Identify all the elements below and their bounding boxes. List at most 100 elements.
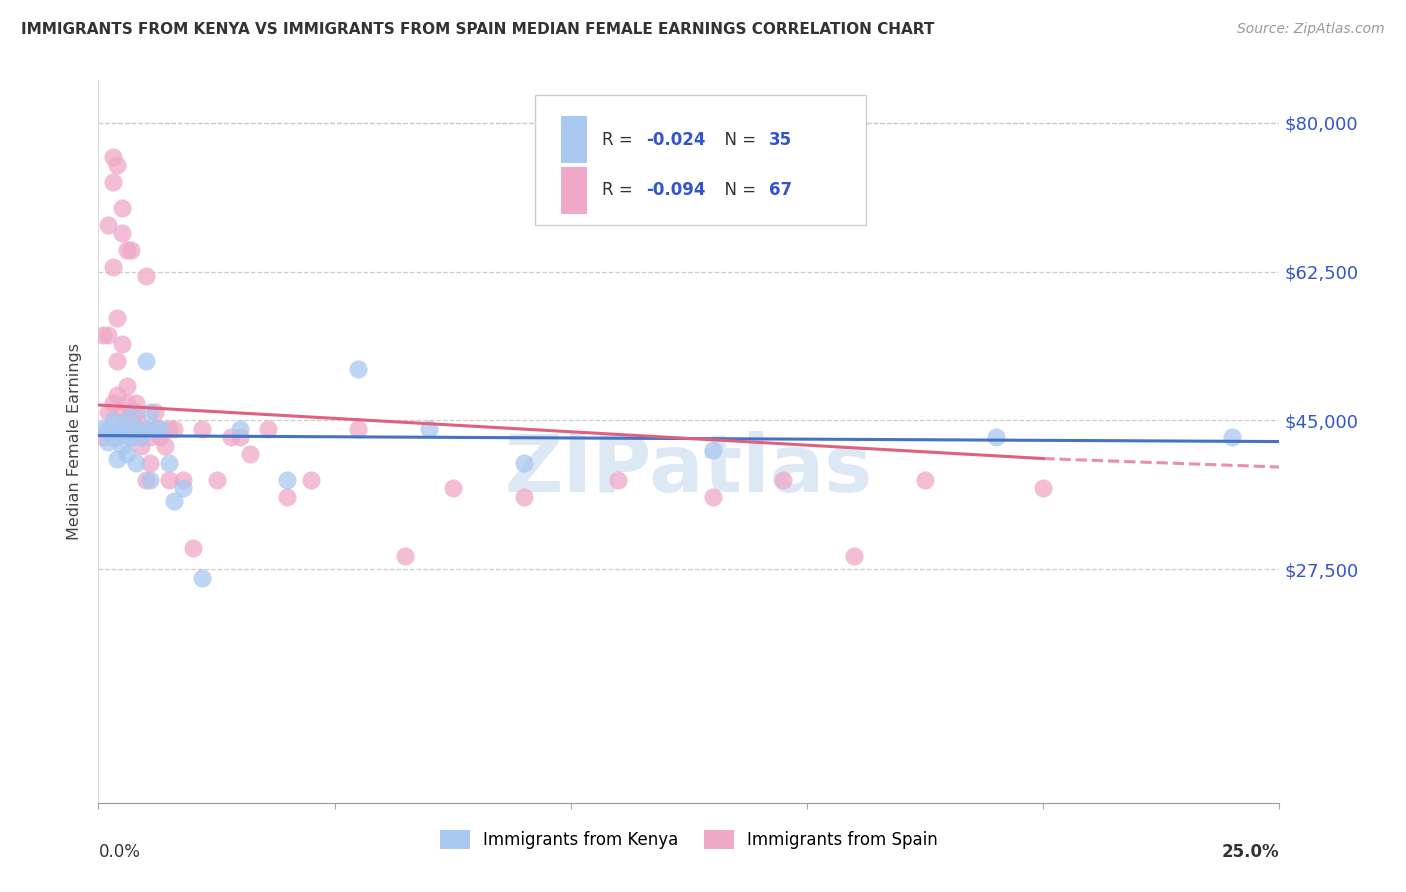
Text: Source: ZipAtlas.com: Source: ZipAtlas.com (1237, 22, 1385, 37)
Point (984, 430, 1007, 444)
Text: 67: 67 (769, 181, 793, 200)
Point (219, 430, 242, 444)
Point (191, 570, 214, 584)
Y-axis label: Median Female Earnings: Median Female Earnings (67, 343, 83, 540)
Point (143, 422, 166, 436)
Point (101, 150, 124, 164)
Point (129, 439, 152, 453)
Point (97, 328, 120, 343)
Point (139, 430, 162, 444)
Text: N =: N = (714, 181, 761, 200)
Point (149, 430, 172, 444)
Point (143, 405, 166, 419)
Point (115, 425, 138, 440)
Point (135, 422, 157, 436)
Point (229, 422, 252, 436)
Point (121, 244, 143, 258)
Point (121, 430, 143, 444)
Point (702, 490, 724, 504)
Point (844, 549, 866, 564)
Point (441, 481, 464, 495)
Point (125, 456, 148, 470)
Point (97, 218, 120, 232)
Point (115, 413, 138, 427)
Point (115, 244, 138, 258)
Point (105, 158, 128, 172)
Point (97, 405, 120, 419)
Point (1032, 481, 1054, 495)
Point (125, 405, 148, 419)
Point (115, 447, 138, 461)
Point (111, 201, 134, 215)
Point (101, 175, 124, 189)
Point (153, 439, 176, 453)
Point (105, 430, 128, 444)
Point (101, 260, 124, 275)
Point (239, 447, 262, 461)
Text: ZIPatlas: ZIPatlas (505, 432, 873, 509)
Point (101, 396, 124, 410)
Point (914, 473, 936, 487)
Point (512, 490, 534, 504)
Text: R =: R = (602, 131, 637, 149)
Bar (561, 116, 588, 163)
Text: R =: R = (602, 181, 637, 200)
Point (97, 434, 120, 449)
Point (157, 422, 180, 436)
Point (121, 405, 143, 419)
Point (139, 473, 162, 487)
Point (97, 422, 120, 436)
Point (512, 456, 534, 470)
Point (135, 422, 157, 436)
Point (105, 451, 128, 466)
Point (149, 422, 172, 436)
Point (163, 422, 186, 436)
Point (125, 422, 148, 436)
Point (172, 481, 194, 495)
Point (111, 422, 134, 436)
Point (111, 439, 134, 453)
Point (181, 541, 204, 555)
Point (121, 422, 143, 436)
Point (111, 227, 134, 241)
Point (347, 362, 370, 376)
Point (115, 422, 138, 436)
Text: 35: 35 (769, 131, 793, 149)
Text: -0.094: -0.094 (647, 181, 706, 200)
Point (91, 422, 114, 436)
Point (91, 430, 114, 444)
Point (101, 413, 124, 427)
Point (143, 422, 166, 436)
Point (129, 430, 152, 444)
Point (129, 430, 152, 444)
Point (115, 422, 138, 436)
Point (135, 268, 157, 283)
Point (135, 353, 157, 368)
Point (276, 490, 298, 504)
Point (257, 422, 280, 436)
Point (205, 473, 228, 487)
Point (157, 473, 180, 487)
Point (1220, 430, 1243, 444)
Point (418, 422, 440, 436)
Point (125, 396, 148, 410)
FancyBboxPatch shape (536, 95, 866, 225)
Legend: Immigrants from Kenya, Immigrants from Spain: Immigrants from Kenya, Immigrants from S… (433, 823, 945, 856)
Point (163, 494, 186, 508)
Point (101, 430, 124, 444)
Point (121, 422, 143, 436)
Point (191, 422, 214, 436)
Point (105, 311, 128, 326)
Point (139, 456, 162, 470)
Point (121, 409, 143, 423)
Point (129, 422, 152, 436)
Point (149, 422, 172, 436)
Bar (561, 167, 588, 214)
Point (115, 396, 138, 410)
Point (135, 473, 157, 487)
Point (91, 328, 114, 343)
Point (172, 473, 194, 487)
Point (607, 473, 630, 487)
Point (111, 417, 134, 432)
Text: -0.024: -0.024 (647, 131, 706, 149)
